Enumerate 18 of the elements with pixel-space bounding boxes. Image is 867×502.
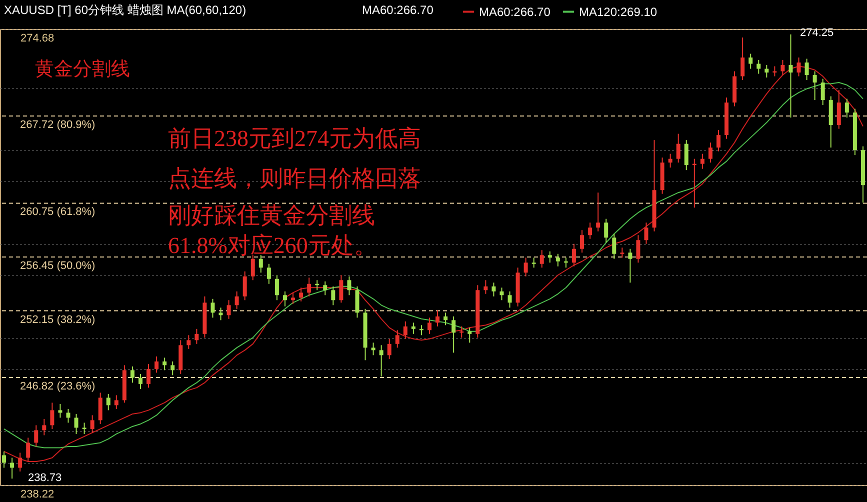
annotation: 点连线，则昨日价格回落 (168, 166, 421, 191)
ref-line-label: 267.72 (80.9%) (20, 119, 96, 132)
y-tick-label: 238.22 (20, 488, 54, 500)
annotation: 61.8%对应260元处。 (168, 233, 377, 258)
y-tick-label: 274.68 (20, 32, 54, 44)
annotation: 238.73 (28, 472, 62, 484)
ref-line-label: 252.15 (38.2%) (20, 314, 96, 326)
ref-line-label: 246.82 (23.6%) (20, 380, 96, 392)
ref-line-label: 260.75 (61.8%) (20, 206, 96, 218)
legend-label: MA120:269.10 (579, 4, 658, 19)
chart-title: XAUUSD [T] 60分钟线 蜡烛图 MA(60,60,120) (4, 3, 246, 17)
annotation: 黄金分割线 (35, 59, 130, 80)
text: MA60:266.70 (362, 3, 434, 17)
annotation: 274.25 (800, 27, 834, 39)
legend-label: MA60:266.70 (479, 4, 551, 19)
ref-line-label: 256.45 (50.0%) (20, 260, 96, 272)
annotation: 前日238元到274元为低高 (168, 126, 421, 151)
annotation: 刚好踩住黄金分割线 (168, 203, 375, 228)
